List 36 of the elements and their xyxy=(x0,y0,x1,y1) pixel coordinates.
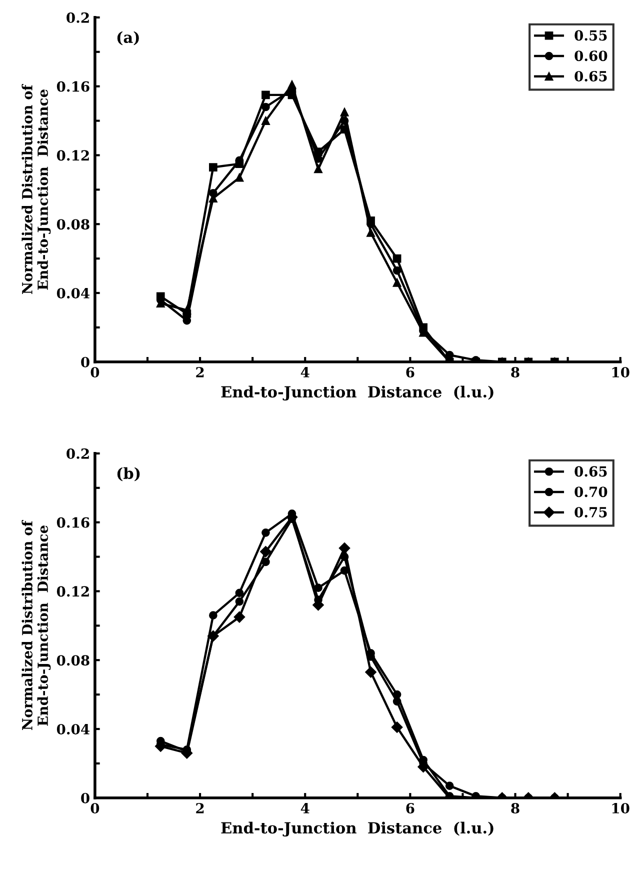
x-tick-label: 10 xyxy=(612,802,630,814)
legend-label: 0.65 xyxy=(574,70,607,82)
x-axis-title: End-to-Junction Distance (l.u.) xyxy=(221,386,494,401)
legend-label: 0.55 xyxy=(574,30,607,41)
x-tick-label: 0 xyxy=(90,802,100,814)
y-tick-label: 0.04 xyxy=(56,288,90,298)
legend-label: 0.70 xyxy=(574,486,608,498)
y-tick-label: 0.2 xyxy=(66,448,89,459)
x-tick-label: 6 xyxy=(406,366,414,378)
y-tick-label: 0.12 xyxy=(56,586,89,597)
y-tick-label: 0 xyxy=(81,792,90,804)
y-tick-label: 0.04 xyxy=(56,724,90,734)
x-tick-label: 2 xyxy=(196,366,204,378)
y-axis-title: Normalized Distribution of End-to-Junction Distance xyxy=(22,520,51,730)
x-tick-label: 6 xyxy=(406,802,414,814)
x-tick-label: 4 xyxy=(300,366,310,378)
y-tick-label: 0.2 xyxy=(66,12,89,23)
legend-label: 0.65 xyxy=(574,466,607,477)
y-axis-title: Normalized Distribution of End-to-Junction Distance xyxy=(22,84,51,294)
y-tick-label: 0.16 xyxy=(56,81,90,92)
y-tick-label: 0.12 xyxy=(56,150,89,161)
x-tick-label: 8 xyxy=(511,802,520,814)
legend-label: 0.75 xyxy=(574,506,607,518)
x-tick-label: 10 xyxy=(612,366,630,378)
x-tick-label: 4 xyxy=(300,802,310,814)
y-tick-label: 0.08 xyxy=(56,219,90,230)
x-tick-label: 8 xyxy=(511,366,520,378)
y-tick-label: 0.16 xyxy=(56,517,90,528)
x-tick-label: 0 xyxy=(90,366,100,378)
x-tick-label: 2 xyxy=(196,802,204,814)
text: (b) xyxy=(117,467,140,482)
legend-label: 0.60 xyxy=(574,50,608,62)
x-axis-title: End-to-Junction Distance (l.u.) xyxy=(221,822,494,837)
y-tick-label: 0 xyxy=(81,356,90,368)
y-tick-label: 0.08 xyxy=(56,655,90,666)
text: (a) xyxy=(117,31,139,46)
